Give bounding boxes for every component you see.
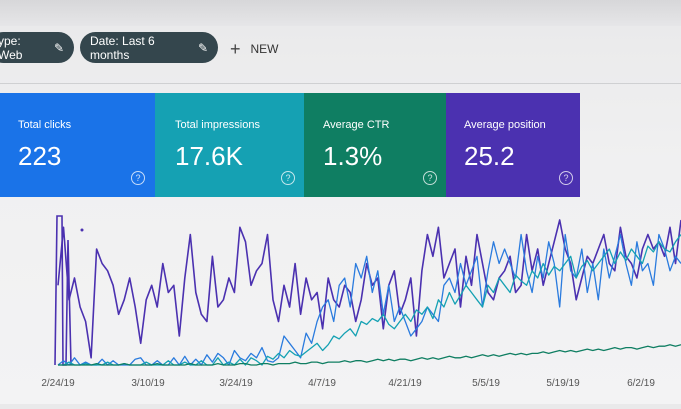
- date-filter-label: Date: Last 6 months: [90, 33, 155, 62]
- x-tick-label: 5/5/19: [472, 378, 500, 389]
- type-filter-label: ype: Web: [0, 33, 23, 62]
- series-line-2: [57, 233, 681, 366]
- performance-chart: 2/24/19 3/10/19 3/24/19 4/7/19 4/21/19 5/5/19…: [0, 200, 681, 404]
- plus-icon: +: [230, 39, 241, 59]
- metric-card-total-clicks[interactable]: Total clicks 223 ?: [0, 93, 155, 197]
- metric-card-total-impressions[interactable]: Total impressions 17.6K ?: [155, 93, 304, 197]
- help-icon[interactable]: ?: [559, 171, 573, 185]
- x-tick-label: 5/19/19: [546, 378, 580, 389]
- metric-card-average-ctr[interactable]: Average CTR 1.3% ?: [304, 93, 446, 197]
- filter-bar: ype: Web ✎ Date: Last 6 months ✎ + NEW: [0, 24, 681, 78]
- metric-label: Total clicks: [18, 119, 72, 131]
- metric-value: 223: [18, 141, 62, 171]
- new-filter-button[interactable]: + NEW: [230, 38, 279, 60]
- new-filter-label: NEW: [250, 42, 279, 56]
- metric-value: 25.2: [464, 141, 515, 171]
- x-tick-label: 2/24/19: [41, 378, 75, 389]
- x-tick-label: 3/24/19: [219, 378, 253, 389]
- metric-label: Average position: [464, 119, 546, 131]
- x-tick-label: 4/21/19: [388, 378, 422, 389]
- performance-chart-svg: 2/24/19 3/10/19 3/24/19 4/7/19 4/21/19 5/5/19…: [41, 215, 681, 389]
- metric-value: 1.3%: [323, 141, 383, 171]
- metric-card-average-position[interactable]: Average position 25.2 ?: [446, 93, 580, 197]
- help-icon[interactable]: ?: [281, 171, 295, 185]
- help-icon[interactable]: ?: [423, 171, 437, 185]
- help-icon[interactable]: ?: [131, 171, 145, 185]
- window-top-strip: [0, 0, 681, 26]
- divider: [0, 83, 681, 84]
- data-point: [80, 228, 84, 232]
- x-tick-label: 3/10/19: [131, 378, 165, 389]
- date-filter-chip[interactable]: Date: Last 6 months ✎: [80, 32, 218, 63]
- type-filter-chip[interactable]: ype: Web ✎: [0, 32, 74, 63]
- metric-label: Total impressions: [175, 119, 260, 131]
- pencil-icon[interactable]: ✎: [53, 40, 64, 55]
- pencil-icon[interactable]: ✎: [197, 40, 208, 55]
- series-line-4: [58, 344, 681, 366]
- metric-value: 17.6K: [175, 141, 243, 171]
- metric-label: Average CTR: [323, 119, 390, 131]
- x-tick-label: 6/2/19: [627, 378, 655, 389]
- series-line-3: [58, 234, 681, 366]
- x-tick-label: 4/7/19: [308, 378, 336, 389]
